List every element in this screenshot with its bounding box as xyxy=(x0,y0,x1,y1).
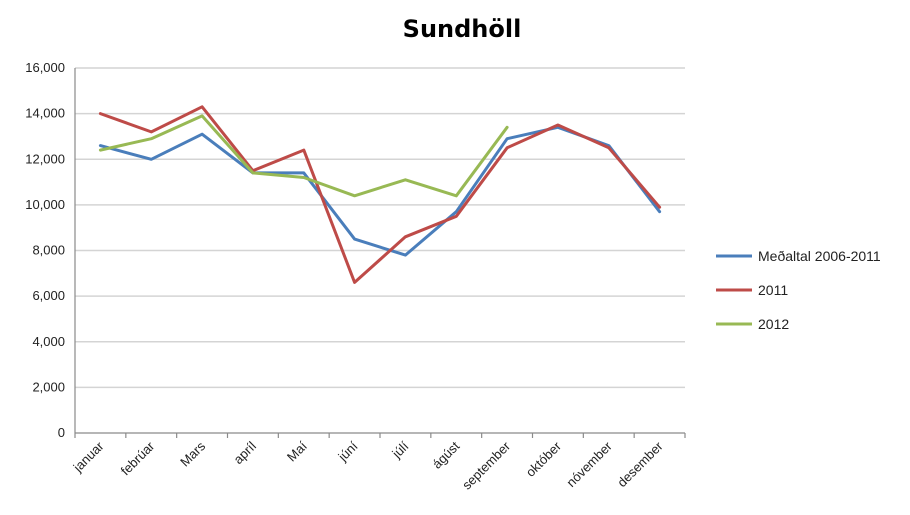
chart-title: Sundhöll xyxy=(403,15,522,43)
y-tick-label: 14,000 xyxy=(25,106,65,121)
x-tick-label: september xyxy=(459,438,514,493)
y-tick-label: 10,000 xyxy=(25,197,65,212)
gridlines xyxy=(74,67,686,438)
x-tick-label: desember xyxy=(614,438,666,490)
series-line-3 xyxy=(98,114,509,198)
y-tick-label: 8,000 xyxy=(32,243,65,258)
y-tick-label: 12,000 xyxy=(25,151,65,166)
x-tick-label: apríl xyxy=(231,438,260,467)
y-tick-label: 2,000 xyxy=(32,379,65,394)
legend-label: 2011 xyxy=(758,282,788,298)
x-tick-label: Maí xyxy=(284,438,310,464)
x-tick-label: febrúar xyxy=(118,438,158,478)
y-tick-label: 4,000 xyxy=(32,334,65,349)
x-tick-label: ágúst xyxy=(429,438,462,471)
y-axis-tick-labels: 0 2,000 4,000 6,000 8,000 10,000 12,000 14,000 1… xyxy=(25,60,65,440)
x-tick-label: júlí xyxy=(388,438,411,461)
series-line-2 xyxy=(98,105,662,284)
series-line-1 xyxy=(98,125,662,257)
y-tick-label: 0 xyxy=(58,425,65,440)
x-tick-label: október xyxy=(523,438,565,480)
x-tick-label: nóvember xyxy=(563,438,615,490)
x-axis-tick-labels: januar febrúar Mars apríl Maí júní júlí ágústse… xyxy=(70,438,667,493)
x-tick-label: januar xyxy=(70,438,107,475)
legend-label: Meðaltal 2006-2011 xyxy=(758,248,881,264)
x-tick-label: júní xyxy=(335,438,361,464)
y-tick-label: 16,000 xyxy=(25,60,65,75)
legend: Meðaltal 2006-2011 2011 2012 xyxy=(716,248,881,332)
legend-label: 2012 xyxy=(758,316,789,332)
y-tick-label: 6,000 xyxy=(32,288,65,303)
x-tick-label: Mars xyxy=(177,438,208,469)
series-lines xyxy=(98,105,662,284)
